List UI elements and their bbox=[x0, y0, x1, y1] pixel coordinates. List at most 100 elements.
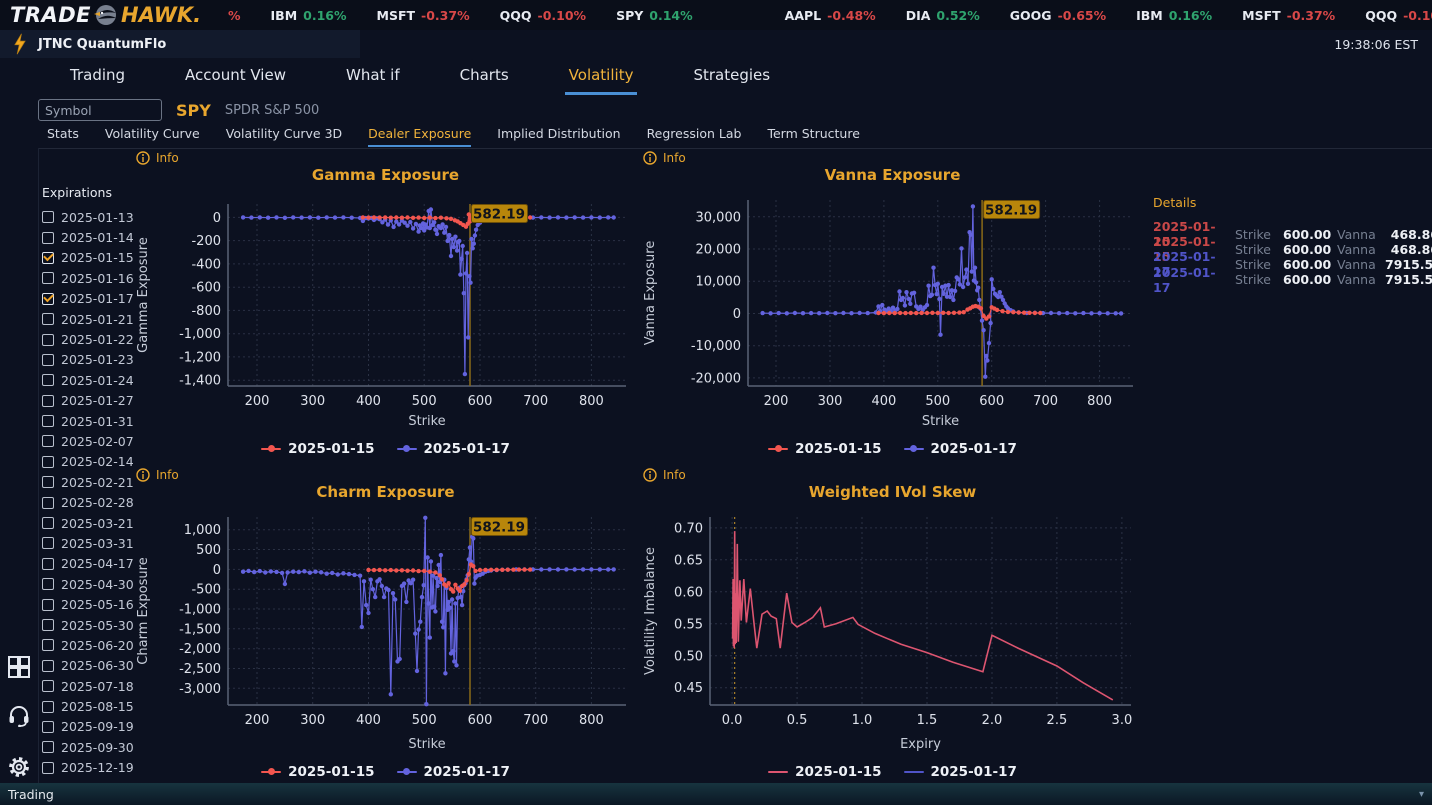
expiration-item[interactable]: 2025-01-21 bbox=[39, 309, 134, 329]
nav-tab-account-view[interactable]: Account View bbox=[185, 66, 286, 84]
expiration-checkbox[interactable] bbox=[42, 455, 54, 468]
subtab-implied-distribution[interactable]: Implied Distribution bbox=[497, 126, 621, 141]
expiration-checkbox[interactable] bbox=[42, 619, 54, 631]
nav-tab-trading[interactable]: Trading bbox=[70, 66, 126, 84]
svg-text:300: 300 bbox=[300, 394, 325, 409]
expiration-item[interactable]: 2025-03-31 bbox=[39, 533, 134, 553]
expiration-checkbox[interactable] bbox=[42, 333, 54, 346]
expiration-item[interactable]: 2025-02-07 bbox=[39, 431, 134, 451]
expiration-item[interactable]: 2025-02-21 bbox=[39, 472, 134, 492]
expiration-item[interactable]: 2025-12-19 bbox=[39, 758, 134, 778]
status-dropdown-caret[interactable]: ▾ bbox=[1418, 788, 1424, 800]
expiration-item[interactable]: 2025-01-17 bbox=[39, 289, 134, 309]
expiration-item[interactable]: 2025-06-30 bbox=[39, 656, 134, 676]
expiration-item[interactable]: 2025-01-14 bbox=[39, 227, 134, 247]
legend-item[interactable]: 2025-01-17 bbox=[396, 764, 510, 780]
expiration-item[interactable]: 2025-02-14 bbox=[39, 452, 134, 472]
ticker-item: GOOG -0.65% bbox=[1009, 7, 1107, 23]
expiration-item[interactable]: 2025-08-15 bbox=[39, 696, 134, 716]
expiration-checkbox[interactable] bbox=[42, 741, 54, 754]
nav-tab-what-if[interactable]: What if bbox=[345, 66, 400, 84]
expiration-item[interactable]: 2025-01-15 bbox=[39, 248, 134, 268]
expiration-checkbox[interactable] bbox=[42, 211, 54, 224]
legend-item[interactable]: 2025-01-15 bbox=[261, 441, 375, 457]
nav-tab-charts[interactable]: Charts bbox=[459, 66, 509, 84]
legend-item[interactable]: 2025-01-17 bbox=[903, 441, 1017, 457]
expiration-item[interactable]: 2025-01-23 bbox=[39, 350, 134, 370]
legend-item[interactable]: 2025-01-17 bbox=[396, 441, 510, 457]
expiration-item[interactable]: 2025-09-19 bbox=[39, 717, 134, 737]
info-button-vanna[interactable]: Info bbox=[643, 151, 686, 165]
expiration-item[interactable]: 2025-01-22 bbox=[39, 329, 134, 349]
expiration-date-label: 2025-05-30 bbox=[61, 617, 134, 633]
legend-item[interactable]: 2025-01-15 bbox=[768, 441, 882, 457]
detail-vanna-value: 7915.59 bbox=[1385, 256, 1432, 272]
legend-item[interactable]: 2025-01-15 bbox=[261, 764, 375, 780]
expiration-checkbox[interactable] bbox=[42, 353, 54, 366]
expiration-item[interactable]: 2025-05-30 bbox=[39, 615, 134, 635]
expiration-checkbox[interactable] bbox=[42, 435, 54, 448]
expiration-checkbox[interactable] bbox=[42, 761, 54, 774]
expiration-checkbox[interactable] bbox=[42, 720, 54, 733]
headset-support-icon[interactable] bbox=[7, 703, 31, 727]
symbol-input[interactable] bbox=[38, 99, 162, 121]
legend-item[interactable]: 2025-01-17 bbox=[903, 764, 1017, 780]
info-button-charm[interactable]: Info bbox=[136, 468, 179, 482]
info-button-ivol[interactable]: Info bbox=[643, 468, 686, 482]
expiration-checkbox[interactable] bbox=[42, 557, 54, 570]
nav-tab-volatility[interactable]: Volatility bbox=[564, 66, 638, 95]
expiration-item[interactable]: 2025-09-30 bbox=[39, 737, 134, 757]
expiration-checkbox[interactable] bbox=[42, 700, 54, 713]
legend-marker bbox=[261, 768, 282, 776]
settings-gear-icon[interactable] bbox=[7, 755, 31, 779]
expiration-item[interactable]: 2025-02-28 bbox=[39, 492, 134, 512]
expiration-item[interactable]: 2025-01-16 bbox=[39, 268, 134, 288]
expiration-date-label: 2025-01-17 bbox=[61, 291, 134, 307]
subtab-volatility-curve-3d[interactable]: Volatility Curve 3D bbox=[225, 126, 343, 141]
legend-item[interactable]: 2025-01-15 bbox=[768, 764, 882, 780]
expiration-checkbox[interactable] bbox=[42, 659, 54, 672]
subtab-volatility-curve[interactable]: Volatility Curve bbox=[104, 126, 200, 141]
expiration-item[interactable]: 2025-07-18 bbox=[39, 676, 134, 696]
expiration-item[interactable]: 2025-06-20 bbox=[39, 635, 134, 655]
svg-text:0: 0 bbox=[213, 211, 221, 226]
expiration-checkbox[interactable] bbox=[42, 496, 54, 509]
expiration-checkbox[interactable] bbox=[42, 374, 54, 387]
expiration-checkbox[interactable] bbox=[42, 415, 54, 428]
expiration-checkbox[interactable] bbox=[42, 598, 54, 611]
expiration-item[interactable]: 2025-03-21 bbox=[39, 513, 134, 533]
expiration-checkbox[interactable] bbox=[42, 272, 54, 285]
expiration-date-label: 2025-02-14 bbox=[61, 454, 134, 470]
expiration-checkbox[interactable] bbox=[42, 394, 54, 407]
subtab-stats[interactable]: Stats bbox=[47, 126, 79, 141]
charm-exposure-chart[interactable]: 1,000 500 0 -500 -1,000 -1,500 -2,000 -2,500 -3,… bbox=[133, 507, 638, 755]
expiration-item[interactable]: 2025-04-30 bbox=[39, 574, 134, 594]
expiration-checkbox[interactable] bbox=[42, 578, 54, 591]
expiration-checkbox[interactable] bbox=[42, 537, 54, 550]
layout-grid-icon[interactable] bbox=[7, 655, 31, 679]
expiration-checkbox[interactable] bbox=[42, 476, 54, 489]
gamma-exposure-chart[interactable]: 0 -200 -400 -600 -800 -1,000 -1,200 -1,400 200 30… bbox=[133, 190, 638, 432]
weighted-ivol-skew-chart[interactable]: 0.70 0.65 0.60 0.55 0.50 0.45 0.0 0.5 1.0 1.5 2.0 2… bbox=[640, 507, 1145, 755]
nav-tab-strategies[interactable]: Strategies bbox=[693, 66, 771, 84]
expiration-item[interactable]: 2025-05-16 bbox=[39, 594, 134, 614]
subtab-regression-lab[interactable]: Regression Lab bbox=[646, 126, 742, 141]
subtab-term-structure[interactable]: Term Structure bbox=[767, 126, 860, 141]
expiration-checkbox[interactable] bbox=[42, 292, 54, 305]
expiration-item[interactable]: 2025-01-13 bbox=[39, 207, 134, 227]
subtab-dealer-exposure[interactable]: Dealer Exposure bbox=[368, 126, 472, 147]
vanna-exposure-panel: Info Vanna Exposure 30,000 20,000 10,000 0 -… bbox=[640, 150, 1145, 462]
expiration-checkbox[interactable] bbox=[42, 313, 54, 326]
expiration-item[interactable]: 2025-04-17 bbox=[39, 554, 134, 574]
expiration-checkbox[interactable] bbox=[42, 680, 54, 693]
expiration-item[interactable]: 2025-01-27 bbox=[39, 391, 134, 411]
svg-text:400: 400 bbox=[871, 394, 896, 409]
info-button-gamma[interactable]: Info bbox=[136, 151, 179, 165]
vanna-exposure-chart[interactable]: 30,000 20,000 10,000 0 -10,000 -20,000 200 300 4… bbox=[640, 190, 1145, 432]
expiration-checkbox[interactable] bbox=[42, 639, 54, 652]
expiration-checkbox[interactable] bbox=[42, 251, 54, 264]
expiration-checkbox[interactable] bbox=[42, 517, 54, 530]
expiration-item[interactable]: 2025-01-24 bbox=[39, 370, 134, 390]
expiration-item[interactable]: 2025-01-31 bbox=[39, 411, 134, 431]
expiration-checkbox[interactable] bbox=[42, 231, 54, 244]
